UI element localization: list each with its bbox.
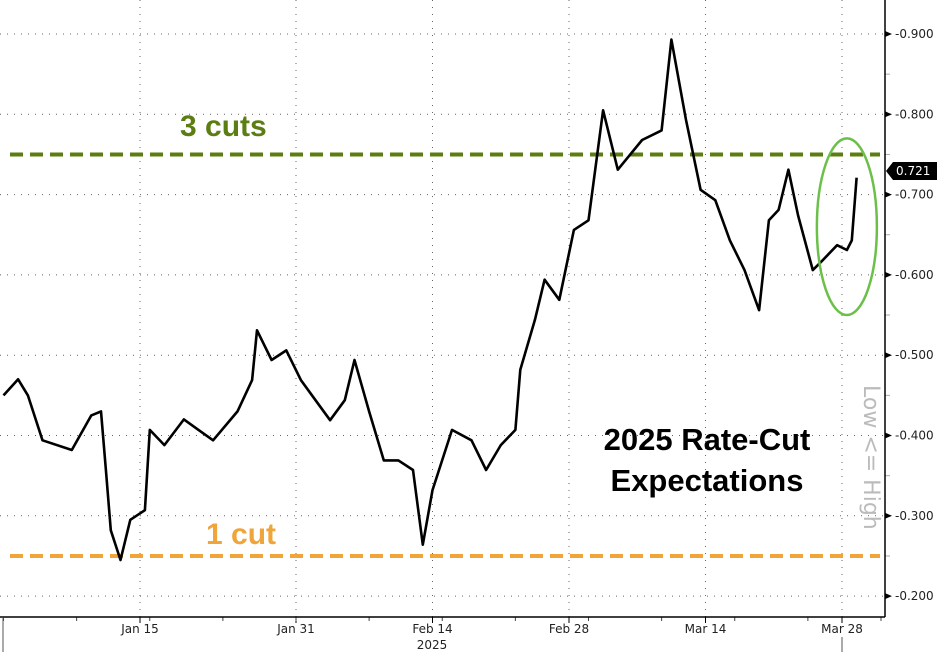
- y-tick-mark: [885, 593, 892, 600]
- x-tick-label: Mar 28: [821, 622, 863, 636]
- y-tick-label: -0.900: [895, 27, 934, 41]
- y-tick-mark: [885, 512, 892, 519]
- y-tick-mark: [885, 31, 892, 37]
- y-tick-mark: [885, 432, 892, 439]
- x-tick-label: Jan 15: [120, 622, 159, 636]
- x-axis-year-label: 2025: [417, 638, 448, 652]
- y-tick-mark: [885, 352, 892, 359]
- x-tick-label: Mar 14: [685, 622, 727, 636]
- ref-label-1-cut: 1 cut: [206, 518, 276, 551]
- y-tick-label: -0.200: [895, 589, 934, 603]
- reference-lines: [10, 152, 880, 558]
- y-tick-label: -0.700: [895, 188, 934, 202]
- highlight-ellipse: [815, 137, 879, 317]
- chart-title-line-2: Expectations: [611, 463, 804, 498]
- series-line: [2, 38, 858, 562]
- y-tick-mark: [885, 111, 892, 118]
- last-value-badge: 0.721: [886, 162, 937, 180]
- last-value-label: 0.721: [896, 164, 930, 178]
- y-tick-mark: [885, 271, 892, 278]
- y-tick-label: -0.600: [895, 268, 934, 282]
- y-tick-label: -0.300: [895, 509, 934, 523]
- y-tick-label: -0.400: [895, 429, 934, 443]
- x-tick-label: Jan 31: [276, 622, 315, 636]
- ref-label-3-cuts: 3 cuts: [180, 110, 267, 143]
- y-tick-label: -0.800: [895, 107, 934, 121]
- y-tick-label: -0.500: [895, 348, 934, 362]
- x-tick-label: Feb 28: [549, 622, 589, 636]
- y-axis-label: Low <= High: [858, 385, 883, 530]
- x-tick-label: Feb 14: [412, 622, 452, 636]
- y-tick-mark: [885, 191, 892, 198]
- grid: [0, 0, 885, 617]
- chart-title-line-1: 2025 Rate-Cut: [604, 422, 811, 457]
